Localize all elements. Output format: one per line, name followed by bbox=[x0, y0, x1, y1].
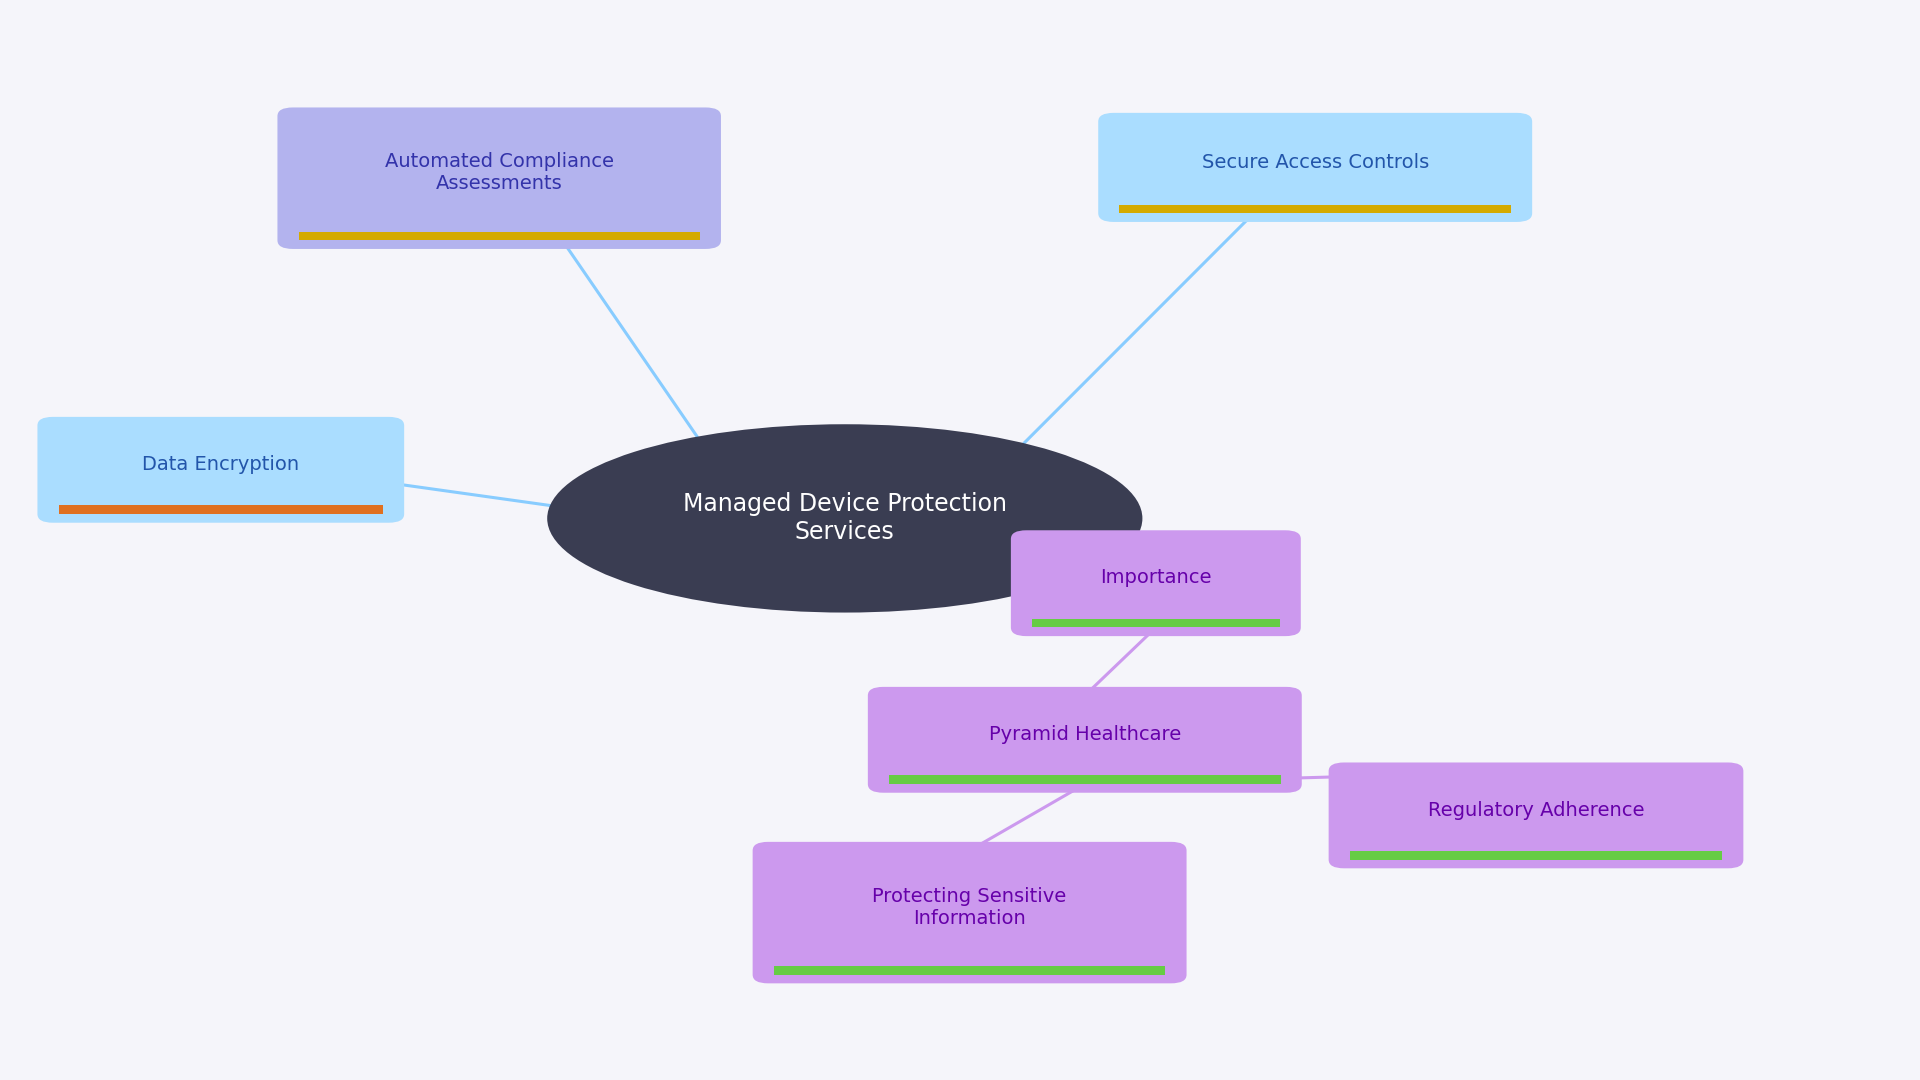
FancyBboxPatch shape bbox=[278, 108, 722, 249]
Text: Protecting Sensitive
Information: Protecting Sensitive Information bbox=[872, 887, 1068, 928]
Bar bbox=[1350, 851, 1722, 860]
Text: Automated Compliance
Assessments: Automated Compliance Assessments bbox=[384, 152, 614, 193]
Text: Data Encryption: Data Encryption bbox=[142, 455, 300, 474]
FancyBboxPatch shape bbox=[1329, 762, 1743, 868]
Text: Managed Device Protection
Services: Managed Device Protection Services bbox=[684, 492, 1006, 544]
Bar bbox=[1119, 204, 1511, 213]
Bar bbox=[774, 966, 1165, 974]
Ellipse shape bbox=[547, 424, 1142, 612]
FancyBboxPatch shape bbox=[753, 842, 1187, 983]
Text: Pyramid Healthcare: Pyramid Healthcare bbox=[989, 725, 1181, 744]
Text: Regulatory Adherence: Regulatory Adherence bbox=[1428, 800, 1644, 820]
FancyBboxPatch shape bbox=[1010, 530, 1302, 636]
FancyBboxPatch shape bbox=[1098, 112, 1532, 222]
Bar bbox=[889, 775, 1281, 784]
Bar bbox=[60, 505, 382, 514]
FancyBboxPatch shape bbox=[38, 417, 405, 523]
Text: Importance: Importance bbox=[1100, 568, 1212, 588]
Bar bbox=[1033, 619, 1279, 627]
Text: Secure Access Controls: Secure Access Controls bbox=[1202, 152, 1428, 172]
Bar bbox=[300, 232, 701, 241]
FancyBboxPatch shape bbox=[868, 687, 1302, 793]
